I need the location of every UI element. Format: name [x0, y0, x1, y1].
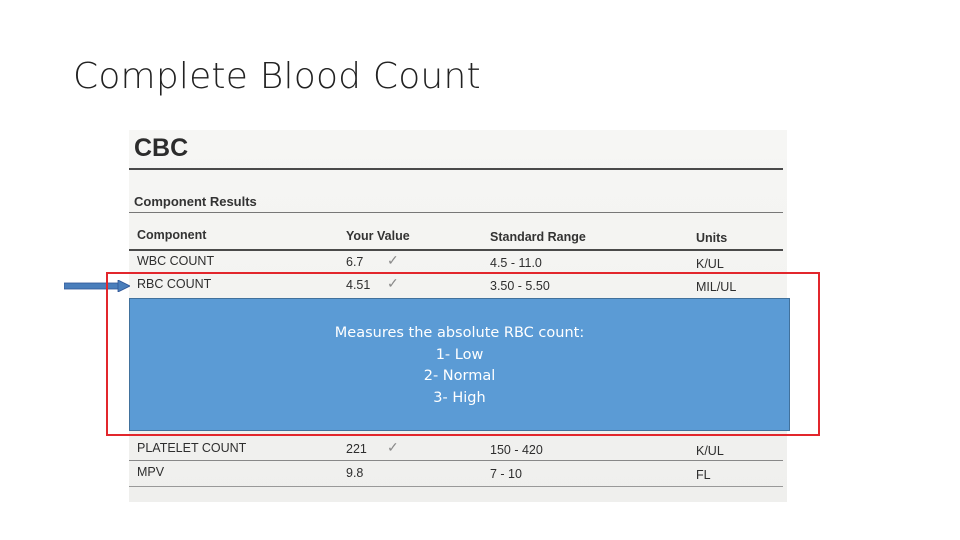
section-rule	[129, 212, 783, 213]
header-value: Your Value	[346, 229, 410, 243]
section-title: Component Results	[134, 194, 257, 209]
row-platelet-value: 221	[346, 442, 367, 456]
row-rbc-check-icon: ✓	[387, 275, 399, 291]
row-mpv-range: 7 - 10	[490, 467, 522, 481]
header-rule	[129, 249, 783, 251]
callout-box: Measures the absolute RBC count: 1- Low …	[129, 298, 790, 431]
row-platelet-range: 150 - 420	[490, 443, 543, 457]
row-rbc-value: 4.51	[346, 278, 371, 292]
row-wbc-value: 6.7	[346, 255, 364, 269]
row-rbc-range: 3.50 - 5.50	[490, 279, 550, 293]
row-rbc-component: RBC COUNT	[137, 277, 212, 291]
row-wbc-units: K/UL	[696, 257, 724, 271]
row-mpv-value: 9.8	[346, 466, 364, 480]
callout-item-high: 3- High	[433, 389, 486, 406]
header-range: Standard Range	[490, 230, 586, 244]
callout-item-low: 1- Low	[435, 346, 484, 363]
title-rule	[129, 168, 783, 170]
row-mpv-units: FL	[696, 468, 711, 482]
row-platelet-check-icon: ✓	[387, 439, 399, 455]
slide-title: Complete Blood Count	[73, 56, 481, 97]
header-component: Component	[137, 228, 207, 242]
row-platelet-component: PLATELET COUNT	[137, 441, 247, 455]
callout-heading: Measures the absolute RBC count:	[334, 325, 585, 341]
highlight-frame	[106, 272, 820, 436]
row-mpv-component: MPV	[137, 465, 165, 479]
row-rule	[129, 486, 783, 487]
row-rule	[129, 460, 783, 461]
row-rbc-units: MIL/UL	[696, 280, 737, 294]
pointer-arrow-icon	[64, 280, 130, 292]
callout-item-normal: 2- Normal	[423, 368, 496, 384]
row-platelet-units: K/UL	[696, 444, 724, 458]
row-wbc-component: WBC COUNT	[137, 254, 215, 268]
row-wbc-range: 4.5 - 11.0	[490, 256, 542, 270]
header-units: Units	[696, 231, 728, 245]
report-title: CBC	[134, 134, 189, 162]
row-wbc-check-icon: ✓	[387, 252, 399, 268]
